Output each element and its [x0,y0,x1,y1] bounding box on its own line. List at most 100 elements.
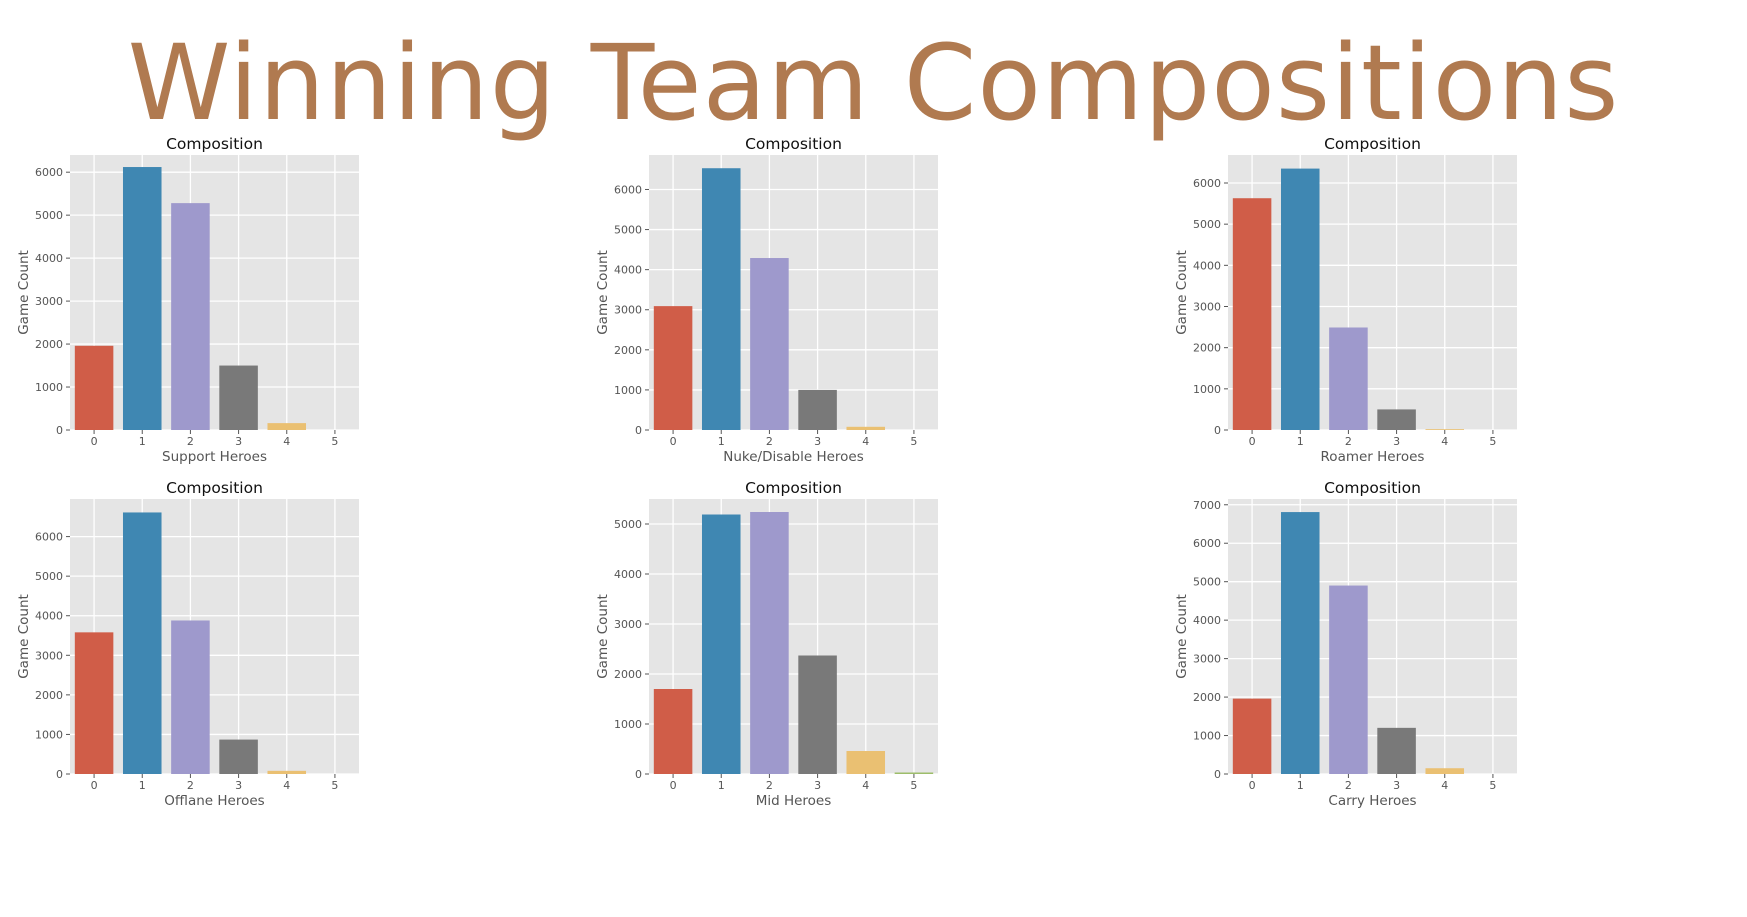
x-tick-label: 5 [1489,779,1496,792]
plot-area [649,155,938,430]
x-tick-label: 5 [331,435,338,448]
bar-0 [653,306,693,430]
x-axis-label: Roamer Heroes [1321,449,1425,465]
y-tick-label: 3000 [1193,300,1221,313]
bar-4 [846,751,886,774]
y-axis-label: Game Count [1174,250,1190,335]
y-tick-label: 4000 [35,252,63,265]
plot-area [1228,499,1517,774]
y-tick-label: 2000 [1193,342,1221,355]
y-tick-label: 7000 [1193,499,1221,512]
bar-3 [1377,727,1416,774]
chart-title: Composition [1324,135,1421,153]
bar-4 [846,426,886,430]
x-tick-label: 4 [283,779,290,792]
bar-0 [1232,198,1272,430]
bar-2 [750,512,789,774]
y-tick-label: 1000 [35,381,63,394]
y-axis-label: Game Count [595,594,611,679]
x-tick-label: 0 [1249,779,1256,792]
chart-title: Composition [166,135,263,153]
x-axis-label: Nuke/Disable Heroes [723,449,864,465]
x-tick-label: 5 [910,779,917,792]
x-tick-label: 4 [862,779,869,792]
y-tick-label: 3000 [1193,653,1221,666]
chart-title: Composition [745,135,842,153]
y-tick-label: 0 [635,424,642,437]
x-tick-label: 2 [766,435,773,448]
bar-4 [1425,768,1465,774]
x-tick-label: 4 [283,435,290,448]
y-tick-label: 5000 [1193,218,1221,231]
bar-1 [1280,168,1320,430]
chart-offlane-heroes: 0 1000 2000 3000 4000 5000 6000 0 1 2 3 4 5 Offlane H… [16,479,359,809]
x-tick-label: 0 [91,779,98,792]
bar-0 [74,632,114,774]
chart-mid-heroes: 0 1000 2000 3000 4000 5000 0 1 2 3 4 5 Mid Heroes Gam… [595,479,938,809]
y-tick-label: 4000 [1193,614,1221,627]
x-tick-label: 2 [187,435,194,448]
x-tick-label: 3 [1393,779,1400,792]
x-tick-label: 3 [1393,435,1400,448]
chart-nuke-disable-heroes: 0 1000 2000 3000 4000 5000 6000 0 1 2 3 4 5 Nuke/Disa… [595,135,938,465]
y-tick-label: 3000 [35,295,63,308]
bar-2 [750,258,789,430]
bar-4 [267,423,307,430]
y-tick-label: 2000 [1193,691,1221,704]
x-tick-label: 5 [1489,435,1496,448]
x-tick-label: 1 [718,779,725,792]
bar-1 [122,512,162,774]
y-tick-label: 6000 [35,166,63,179]
x-tick-label: 0 [1249,435,1256,448]
bar-2 [1329,585,1368,774]
y-tick-label: 2000 [614,344,642,357]
x-tick-label: 0 [670,779,677,792]
chart-roamer-heroes: 0 1000 2000 3000 4000 5000 6000 0 1 2 3 4 5 Roamer He… [1174,135,1517,465]
y-tick-label: 2000 [614,668,642,681]
chart-carry-heroes: 0 1000 2000 3000 4000 5000 6000 7000 0 1 2 3 4 5 Carry… [1174,479,1517,809]
bar-2 [1329,327,1368,430]
y-tick-label: 0 [1214,424,1221,437]
y-tick-label: 4000 [614,568,642,581]
y-tick-label: 0 [1214,768,1221,781]
x-tick-label: 2 [766,779,773,792]
chart-title: Composition [745,479,842,497]
y-tick-label: 6000 [35,531,63,544]
y-tick-label: 5000 [1193,576,1221,589]
y-tick-label: 5000 [614,518,642,531]
y-tick-label: 6000 [1193,537,1221,550]
page-title: Winning Team Compositions [127,22,1620,144]
bar-3 [1377,409,1416,430]
y-tick-label: 1000 [35,728,63,741]
x-tick-label: 0 [91,435,98,448]
y-tick-label: 3000 [614,618,642,631]
y-tick-label: 3000 [35,649,63,662]
bar-3 [798,389,837,430]
x-tick-label: 2 [187,779,194,792]
x-tick-label: 1 [139,779,146,792]
bar-0 [1232,698,1272,774]
bar-4 [1425,429,1465,430]
x-tick-label: 3 [235,435,242,448]
y-tick-label: 6000 [614,183,642,196]
y-tick-label: 5000 [35,209,63,222]
y-tick-label: 5000 [35,570,63,583]
y-tick-label: 4000 [35,610,63,623]
x-tick-label: 5 [331,779,338,792]
x-tick-label: 2 [1345,435,1352,448]
plot-area [70,155,359,430]
bar-2 [171,203,210,430]
x-tick-label: 4 [1441,435,1448,448]
y-tick-label: 0 [635,768,642,781]
y-tick-label: 1000 [1193,730,1221,743]
bar-1 [1280,512,1320,774]
x-axis-label: Offlane Heroes [164,793,264,809]
x-tick-label: 3 [814,435,821,448]
bar-3 [219,739,258,774]
bar-1 [701,168,741,430]
x-tick-label: 1 [718,435,725,448]
bar-1 [122,167,162,430]
x-tick-label: 3 [814,779,821,792]
x-axis-label: Support Heroes [162,449,267,465]
y-tick-label: 0 [56,424,63,437]
